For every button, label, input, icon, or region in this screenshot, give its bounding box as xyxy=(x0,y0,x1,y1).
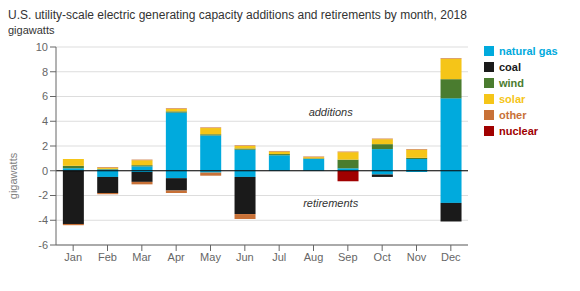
svg-text:0: 0 xyxy=(42,165,48,177)
html-text:additions: additions xyxy=(308,106,353,119)
html-text:retirements: retirements xyxy=(303,197,359,210)
html-text:natural gas: natural gas xyxy=(499,45,558,57)
svg-text:Jun: Jun xyxy=(236,251,254,263)
svg-text:Jul: Jul xyxy=(272,251,286,263)
svg-text:-6: -6 xyxy=(38,239,48,251)
svg-text:Mar: Mar xyxy=(132,251,151,263)
svg-text:6: 6 xyxy=(42,90,48,102)
svg-text:-2: -2 xyxy=(38,189,48,201)
svg-text:Aug: Aug xyxy=(304,251,324,263)
html-text:coal: coal xyxy=(499,61,521,73)
html-text:gigawatts: gigawatts xyxy=(8,24,55,36)
svg-text:2: 2 xyxy=(42,140,48,152)
svg-text:Dec: Dec xyxy=(441,251,461,263)
html-text:solar: solar xyxy=(499,93,526,105)
svg-text:10: 10 xyxy=(36,41,48,53)
svg-text:8: 8 xyxy=(42,66,48,78)
html-text:wind: wind xyxy=(499,77,525,89)
svg-text:May: May xyxy=(200,251,221,263)
svg-text:Apr: Apr xyxy=(168,251,185,263)
svg-text:-4: -4 xyxy=(38,214,48,226)
svg-text:gigawatts: gigawatts xyxy=(8,152,19,199)
html-text:nuclear: nuclear xyxy=(499,125,539,137)
svg-text:Oct: Oct xyxy=(374,251,391,263)
svg-text:Nov: Nov xyxy=(407,251,427,263)
html-text:U.S. utility-scale electric ge: U.S. utility-scale electric generating c… xyxy=(8,8,467,22)
svg-text:Jan: Jan xyxy=(64,251,82,263)
svg-text:Sep: Sep xyxy=(338,251,358,263)
html-text:other: other xyxy=(499,109,527,121)
svg-text:4: 4 xyxy=(42,115,48,127)
svg-text:Feb: Feb xyxy=(98,251,117,263)
